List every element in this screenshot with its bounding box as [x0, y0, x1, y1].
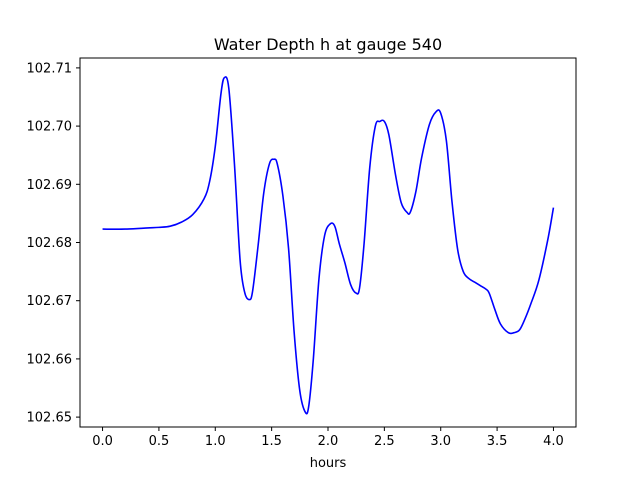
x-tick-label: 1.0 [205, 434, 226, 449]
x-tick-label: 3.0 [430, 434, 451, 449]
y-tick-label: 102.66 [27, 352, 73, 367]
x-tick-label: 0.0 [92, 434, 113, 449]
plot-frame [79, 57, 577, 428]
series-line-water-depth [102, 76, 555, 415]
x-axis-label: hours [310, 456, 347, 471]
x-axis-ticks: 0.0 0.5 1.0 1.5 2.0 2.5 3.0 3.5 4.0 [92, 427, 564, 449]
y-tick-label: 102.69 [27, 178, 73, 193]
chart-title: Water Depth h at gauge 540 [214, 35, 442, 54]
y-tick-label: 102.67 [27, 294, 73, 309]
plot-area [102, 76, 555, 415]
x-tick-label: 3.5 [487, 434, 508, 449]
y-tick-label: 102.71 [27, 61, 73, 76]
y-axis-ticks: 102.65 102.66 102.67 102.68 102.69 102.70 102.… [27, 61, 80, 426]
x-tick-label: 1.5 [261, 434, 282, 449]
x-tick-label: 0.5 [149, 434, 170, 449]
x-tick-label: 2.5 [374, 434, 395, 449]
x-tick-label: 4.0 [543, 434, 564, 449]
x-tick-label: 2.0 [318, 434, 339, 449]
y-tick-label: 102.70 [27, 120, 73, 135]
y-tick-label: 102.65 [27, 411, 73, 426]
y-tick-label: 102.68 [27, 236, 73, 251]
